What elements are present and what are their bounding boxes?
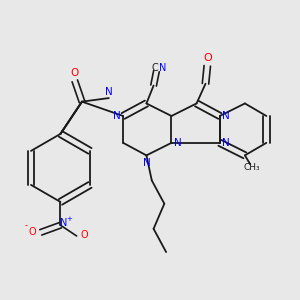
Text: C: C xyxy=(151,63,158,73)
Text: O: O xyxy=(28,227,36,237)
Text: N: N xyxy=(222,111,230,121)
Text: N: N xyxy=(113,111,121,121)
Text: O: O xyxy=(81,230,88,240)
Text: N: N xyxy=(174,138,182,148)
Text: O: O xyxy=(203,53,212,63)
Text: N: N xyxy=(159,63,167,73)
Text: +: + xyxy=(67,216,72,222)
Text: CH₃: CH₃ xyxy=(244,164,260,172)
Text: N: N xyxy=(60,218,68,228)
Text: N: N xyxy=(142,158,150,168)
Text: N: N xyxy=(105,87,113,97)
Text: N: N xyxy=(222,138,230,148)
Text: -: - xyxy=(25,221,28,230)
Text: O: O xyxy=(71,68,79,78)
